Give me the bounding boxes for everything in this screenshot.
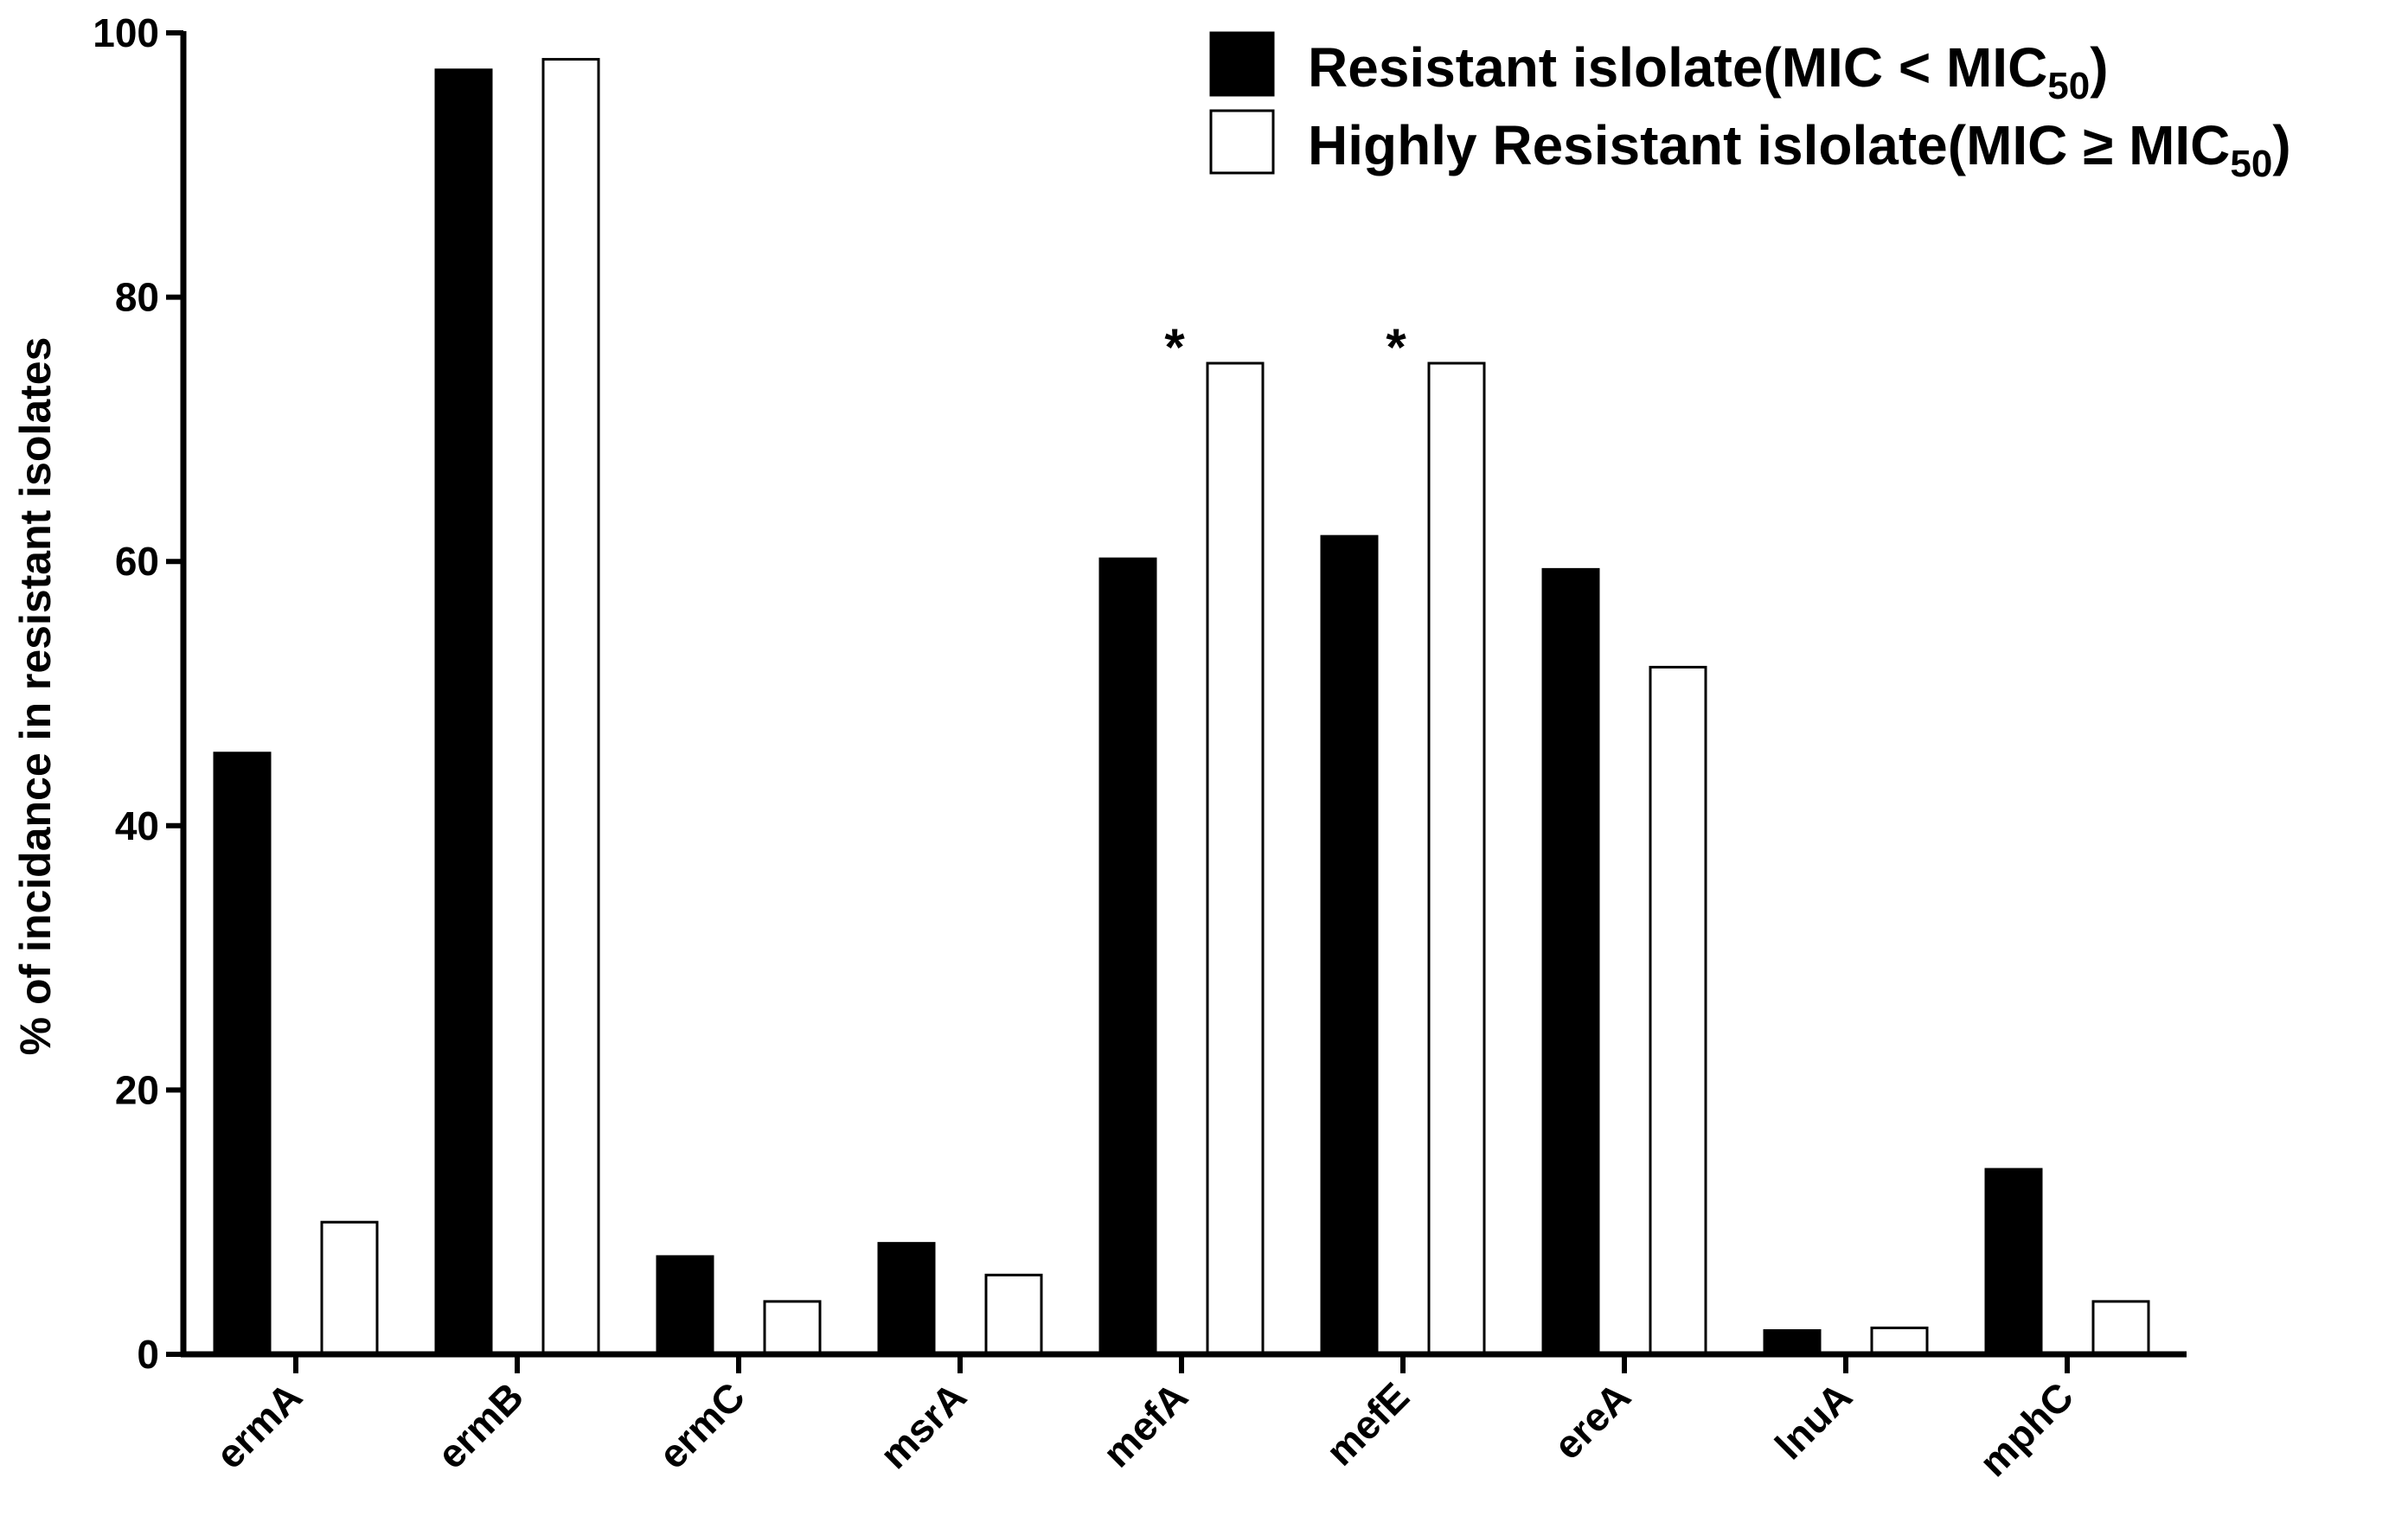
bar-ermC-series-2 [763, 1300, 822, 1356]
bar-mphC-series-2 [2091, 1300, 2150, 1356]
y-tick-label-80: 80 [115, 275, 159, 320]
x-tick-label-ereA: ereA [1545, 1373, 1639, 1468]
legend-label-series-1: Resistant islolate(MIC < MIC50) [1308, 36, 2109, 107]
y-tick-label-0: 0 [137, 1332, 159, 1377]
bar-mphC-series-1 [1984, 1168, 2043, 1356]
x-tick-label-msrA: msrA [871, 1373, 975, 1477]
bar-mefE-series-2 [1427, 361, 1486, 1356]
legend-label-series-2: Highly Resistant islolate(MIC ≥ MIC50) [1308, 114, 2291, 185]
legend-label-subscript: 50 [2047, 65, 2090, 107]
significance-marker-mefA: * [1164, 318, 1185, 376]
legend-label-subscript: 50 [2230, 143, 2272, 185]
bar-ermA-series-2 [320, 1220, 379, 1356]
bar-lnuA-series-1 [1763, 1328, 1822, 1356]
significance-marker-mefE: * [1386, 318, 1406, 376]
x-tick-label-mefE: mefE [1317, 1373, 1418, 1474]
x-tick-label-ermA: ermA [207, 1373, 311, 1477]
bar-mefE-series-1 [1320, 534, 1379, 1356]
bar-ereA-series-1 [1541, 567, 1600, 1356]
x-tick-label-lnuA: lnuA [1766, 1373, 1860, 1468]
x-tick-label-mefA: mefA [1094, 1373, 1196, 1475]
legend-label-main: Highly Resistant islolate(MIC ≥ MIC [1308, 114, 2230, 176]
y-tick-label-20: 20 [115, 1067, 159, 1112]
legend: Resistant islolate(MIC < MIC50)Highly Re… [1209, 31, 2291, 185]
bar-ermB-series-2 [541, 58, 600, 1356]
bar-ermC-series-1 [656, 1255, 714, 1356]
bar-mefA-series-2 [1206, 361, 1265, 1356]
x-tick-label-mphC: mphC [1970, 1373, 2082, 1485]
bar-msrA-series-2 [984, 1273, 1043, 1356]
x-tick-label-ermC: ermC [650, 1373, 753, 1477]
bar-ermB-series-1 [434, 68, 493, 1356]
legend-label-close: ) [2272, 114, 2290, 176]
x-tick-label-ermB: ermB [428, 1373, 532, 1477]
legend-swatch-series-1 [1209, 31, 1275, 97]
bar-ermA-series-1 [213, 752, 272, 1356]
y-tick-label-100: 100 [93, 10, 159, 55]
bar-mefA-series-1 [1098, 557, 1157, 1356]
y-tick-label-40: 40 [115, 803, 159, 848]
bar-ereA-series-2 [1649, 665, 1707, 1356]
bar-msrA-series-1 [877, 1242, 936, 1356]
bars-group: * * [213, 58, 2150, 1356]
legend-label-close: ) [2090, 36, 2108, 99]
legend-swatch-series-2 [1209, 109, 1275, 175]
legend-label-main: Resistant islolate(MIC < MIC [1308, 36, 2047, 99]
bar-lnuA-series-2 [1870, 1326, 1929, 1356]
y-tick-label-60: 60 [115, 539, 159, 584]
y-axis-label: % of incidance in resistant isolates [11, 337, 60, 1056]
